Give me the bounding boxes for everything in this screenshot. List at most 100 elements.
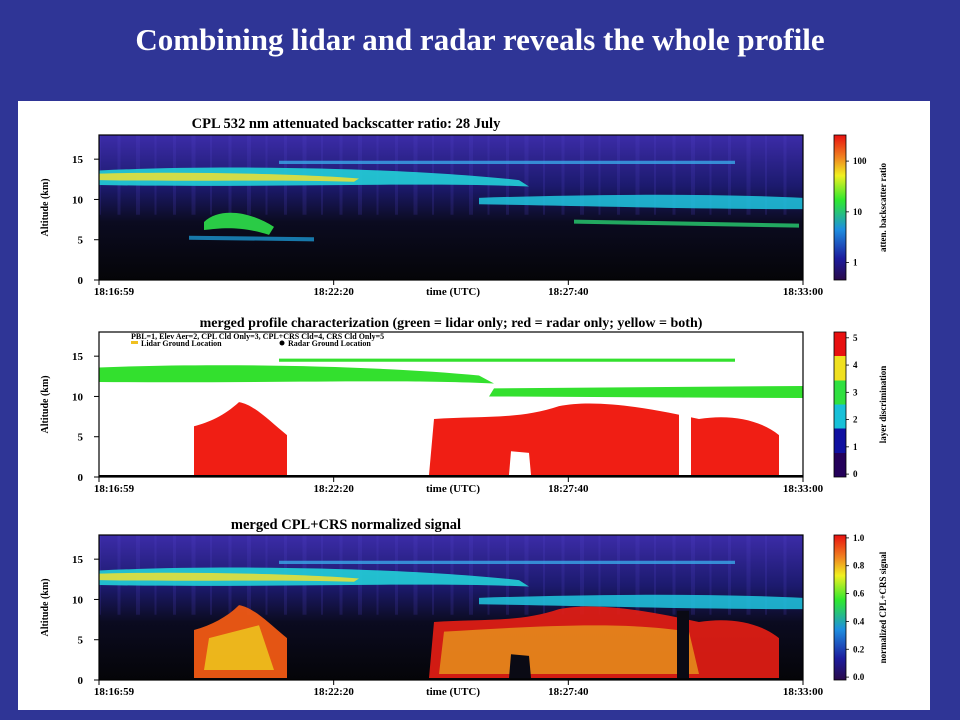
chart-panel-1: CPL 532 nm attenuated backscatter ratio:…: [40, 116, 888, 298]
colorbar-tick-label: 2: [853, 415, 858, 425]
y-tick-label: 5: [78, 235, 84, 247]
legend-item-lidar: Lidar Ground Location: [141, 339, 222, 348]
colorbar-gradient: [833, 134, 847, 281]
low-cloud-top: [204, 212, 274, 235]
plot-frame: [98, 331, 804, 478]
colorbar-tick-label: 0: [853, 469, 858, 479]
chart-panel-2: merged profile characterization (green =…: [40, 316, 888, 495]
thin-layer: [279, 160, 735, 164]
noise-band: [709, 135, 712, 215]
lidar-ground-marker: [131, 341, 138, 344]
noise-band: [765, 135, 767, 215]
gap-2: [679, 407, 691, 475]
figure-panel: CPL 532 nm attenuated backscatter ratio:…: [18, 101, 930, 710]
plot-frame: [98, 134, 804, 281]
noise-band: [691, 535, 695, 615]
legend-text: PBL=1, Elev Aer=2, CPL Cld Only=3, CPL+C…: [131, 332, 384, 341]
noise-band: [598, 535, 601, 615]
thin-layer: [279, 560, 735, 564]
x-tick-label: 18:16:59: [94, 286, 135, 298]
noise-band: [783, 135, 787, 215]
noise-band: [561, 535, 565, 615]
noise-band: [506, 135, 509, 215]
low-cloud-line: [189, 235, 314, 242]
noise-band: [543, 135, 545, 215]
noise-band: [672, 135, 676, 215]
mid-layer: [479, 594, 803, 610]
gap-2: [677, 610, 689, 678]
x-tick-label: 18:33:00: [783, 686, 824, 698]
y-axis-label: Altitude (km): [40, 578, 51, 636]
colorbar-tick-label: 4: [853, 360, 858, 370]
y-tick-label: 10: [72, 391, 84, 403]
cirrus-core: [99, 572, 359, 582]
noise-band: [765, 535, 767, 615]
chart-title: merged CPL+CRS normalized signal: [231, 517, 461, 533]
y-tick-label: 15: [72, 351, 84, 363]
colorbar-label: atten. backscatter ratio: [878, 162, 888, 252]
y-tick-label: 10: [72, 194, 84, 206]
noise-band: [746, 535, 751, 615]
y-axis-label: Altitude (km): [40, 375, 51, 433]
x-tick-label: 18:16:59: [94, 686, 135, 698]
lidar-thin-layer: [279, 358, 735, 362]
colorbar-tick-label: 1.0: [853, 533, 865, 543]
lidar-cloud-right: [489, 385, 803, 399]
noise-band: [728, 135, 731, 215]
noise-band: [469, 535, 473, 615]
y-tick-label: 0: [78, 275, 84, 287]
x-tick-label: 18:27:40: [548, 483, 589, 495]
noise-band: [691, 135, 695, 215]
colorbar-label: layer discrimination: [878, 366, 888, 444]
noise-band: [524, 535, 529, 615]
plot-frame: [98, 534, 804, 681]
colorbar-tick-label: 0.8: [853, 561, 865, 571]
colorbar-tick-label: 5: [853, 333, 858, 343]
x-axis-label: time (UTC): [426, 286, 480, 298]
noise-band: [617, 535, 620, 615]
plot-area: [99, 135, 803, 280]
noise-band: [709, 535, 712, 615]
noise-band: [746, 135, 751, 215]
colorbar-label: normalized CPL+CRS signal: [878, 551, 888, 663]
y-tick-label: 15: [72, 154, 84, 166]
x-tick-label: 18:22:20: [314, 286, 355, 298]
colorbar-tick-label: 0.2: [853, 644, 865, 654]
cirrus-core: [99, 172, 359, 182]
x-tick-label: 18:22:20: [314, 686, 355, 698]
x-axis-label: time (UTC): [426, 483, 480, 495]
colorbar-tick-label: 0.0: [853, 672, 865, 682]
y-axis-label: Altitude (km): [40, 178, 51, 236]
plot-area: [99, 535, 803, 680]
noise-band: [783, 535, 787, 615]
noise-band: [580, 135, 584, 215]
chart-panel-3: merged CPL+CRS normalized signal 0 5 10 15 Al…: [40, 517, 888, 698]
noise-band: [487, 135, 490, 215]
noise-band: [635, 135, 640, 215]
y-tick-label: 0: [78, 472, 84, 484]
noise-band: [487, 535, 490, 615]
x-tick-label: 18:22:20: [314, 483, 355, 495]
x-tick-label: 18:27:40: [548, 286, 589, 298]
noise-band: [672, 535, 676, 615]
noise-band: [561, 135, 565, 215]
noise-band: [524, 135, 529, 215]
right-cloud-top: [574, 219, 799, 228]
y-tick-label: 0: [78, 675, 84, 687]
noise-band: [469, 135, 473, 215]
chart-title: CPL 532 nm attenuated backscatter ratio:…: [192, 116, 501, 132]
colorbar-tick-label: 1: [853, 442, 858, 452]
x-tick-label: 18:33:00: [783, 483, 824, 495]
gap-1: [509, 654, 531, 678]
y-tick-label: 5: [78, 432, 84, 444]
y-tick-label: 5: [78, 635, 84, 647]
chart-title: merged profile characterization (green =…: [200, 316, 703, 331]
slide-title: Combining lidar and radar reveals the wh…: [135, 22, 825, 57]
radar-echo-1-core: [204, 625, 274, 670]
y-tick-label: 10: [72, 594, 84, 606]
x-tick-label: 18:33:00: [783, 286, 824, 298]
lidar-cloud-layer: [99, 365, 494, 384]
legend-strip: [99, 332, 803, 348]
plot-area: PBL=1, Elev Aer=2, CPL Cld Only=3, CPL+C…: [99, 332, 803, 477]
noise-band: [580, 535, 584, 615]
